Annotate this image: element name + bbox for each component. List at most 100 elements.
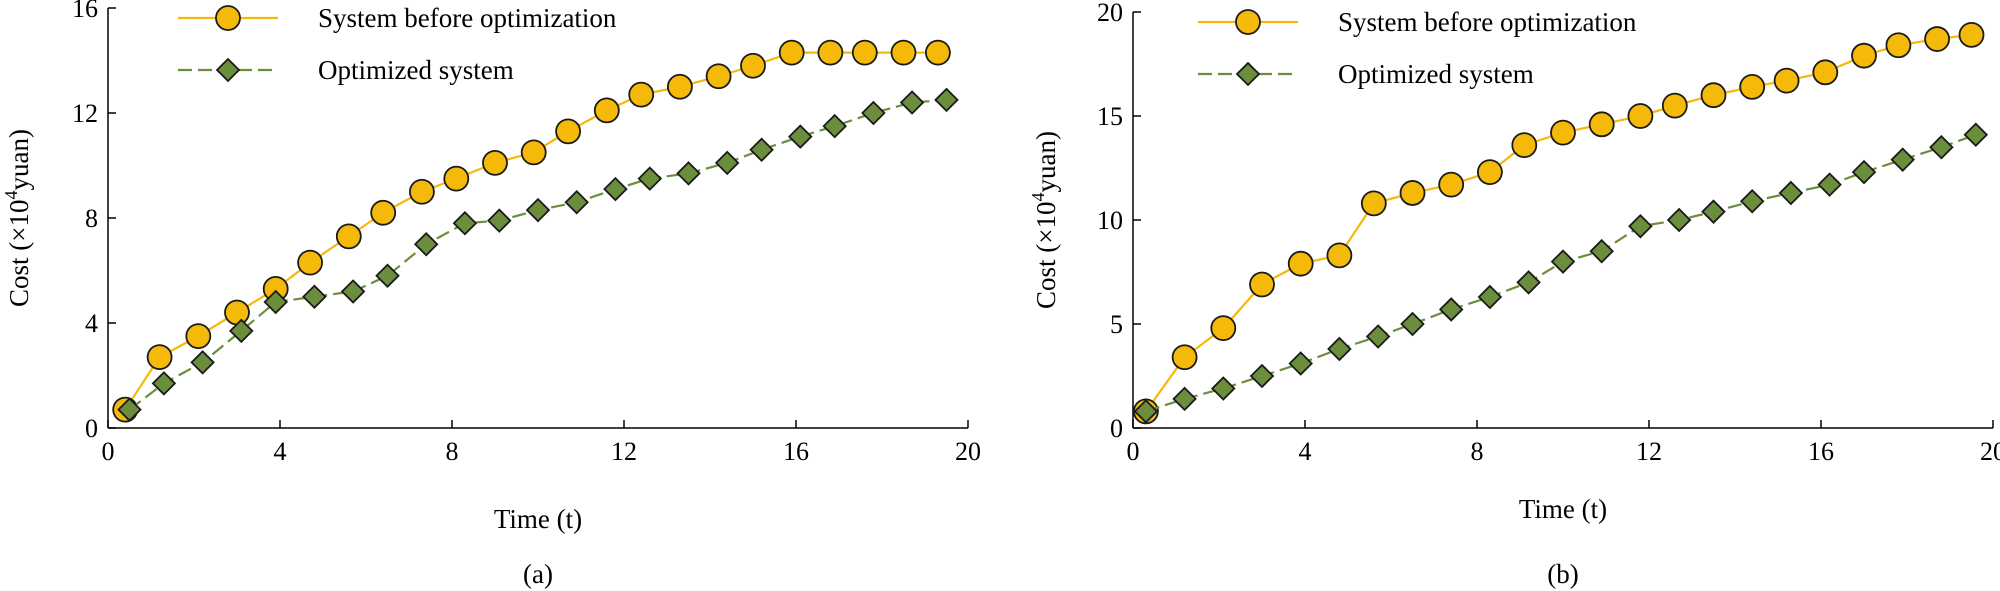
data-point	[1929, 134, 1954, 160]
data-point	[1365, 324, 1391, 349]
y-axis-title-prefix: Cost (×10	[1031, 201, 1061, 309]
data-point	[117, 397, 142, 422]
data-point	[1739, 73, 1766, 100]
data-point	[190, 350, 215, 375]
data-point	[1851, 159, 1877, 185]
series-line	[1145, 133, 1977, 413]
data-point	[1288, 351, 1313, 376]
x-tick-label: 12	[611, 437, 637, 466]
data-point	[1326, 242, 1353, 269]
data-point	[593, 97, 620, 124]
data-point	[749, 137, 774, 163]
data-point	[1817, 172, 1842, 197]
x-tick-label: 8	[1471, 437, 1484, 466]
data-point	[1627, 103, 1654, 129]
data-point	[413, 231, 439, 257]
data-point	[1550, 249, 1576, 274]
data-point	[1327, 336, 1352, 362]
y-tick-label: 10	[1097, 206, 1123, 235]
x-tick-label: 8	[446, 437, 459, 466]
data-point	[1477, 159, 1503, 186]
legend-marker	[215, 57, 241, 83]
data-point	[1701, 199, 1726, 224]
data-point	[1812, 59, 1839, 86]
series-line	[1145, 33, 1972, 413]
data-point	[555, 118, 581, 145]
data-point	[302, 284, 327, 310]
data-point	[637, 166, 663, 191]
data-point	[370, 199, 397, 226]
x-tick-label: 12	[1636, 437, 1662, 466]
data-point	[1211, 376, 1236, 401]
data-point	[1249, 363, 1275, 389]
legend-marker	[1235, 61, 1261, 87]
x-tick-label: 16	[783, 437, 809, 466]
data-point	[408, 178, 435, 205]
data-point	[1400, 311, 1425, 337]
data-point	[899, 90, 925, 115]
data-point	[1963, 122, 1989, 147]
data-point	[1589, 238, 1614, 264]
series-line	[124, 51, 938, 411]
data-point	[667, 73, 693, 100]
data-point	[861, 100, 886, 126]
y-tick-label: 15	[1097, 102, 1123, 131]
data-point	[146, 344, 173, 371]
y-axis-title-suffix: yuan)	[1031, 131, 1061, 192]
x-tick-label: 4	[274, 437, 287, 466]
panel-label: (b)	[1547, 559, 1578, 589]
legend-marker	[215, 5, 241, 31]
y-axis-title-prefix: Cost (×10	[4, 199, 34, 307]
legend-label: System before optimization	[1338, 7, 1637, 37]
legend-label: Optimized system	[1338, 59, 1534, 89]
data-point	[788, 124, 813, 149]
data-point	[1588, 111, 1615, 138]
data-point	[934, 87, 959, 113]
legend-marker	[1235, 9, 1261, 35]
data-point	[1661, 92, 1688, 119]
data-point	[229, 318, 254, 344]
data-point	[1550, 119, 1576, 146]
data-point	[1885, 32, 1912, 59]
x-tick-label: 0	[102, 437, 115, 466]
y-tick-label: 0	[1110, 414, 1123, 443]
x-tick-label: 20	[955, 437, 981, 466]
data-point	[1516, 270, 1541, 295]
y-tick-label: 20	[1097, 0, 1123, 27]
data-point	[628, 81, 655, 108]
data-point	[297, 249, 324, 276]
data-point	[925, 39, 951, 66]
series-optimized	[1133, 122, 1989, 424]
y-axis-title: Cost (×104yuan)	[1028, 131, 1061, 309]
data-point	[482, 149, 508, 176]
y-tick-label: 5	[1110, 310, 1123, 339]
data-point	[564, 189, 589, 215]
data-point	[185, 323, 212, 350]
data-point	[1924, 26, 1950, 52]
x-tick-label: 20	[1980, 437, 2000, 466]
panel-label: (a)	[523, 559, 553, 589]
data-point	[443, 165, 470, 192]
data-point	[1511, 132, 1538, 159]
x-tick-label: 4	[1299, 437, 1312, 466]
data-point	[1700, 82, 1727, 109]
data-point	[676, 161, 701, 186]
data-point	[1628, 213, 1653, 239]
x-tick-label: 16	[1808, 437, 1834, 466]
legend-label: Optimized system	[318, 55, 514, 85]
data-point	[520, 139, 547, 166]
y-tick-label: 8	[85, 204, 98, 233]
legend-label: System before optimization	[318, 3, 617, 33]
data-point	[890, 39, 917, 66]
data-point	[525, 197, 551, 223]
data-point	[1438, 297, 1464, 322]
data-point	[1249, 271, 1275, 298]
data-point	[487, 208, 512, 233]
data-point	[1477, 284, 1503, 310]
data-point	[778, 39, 805, 66]
series-before-optimization	[1133, 21, 1985, 425]
data-point	[714, 150, 740, 176]
